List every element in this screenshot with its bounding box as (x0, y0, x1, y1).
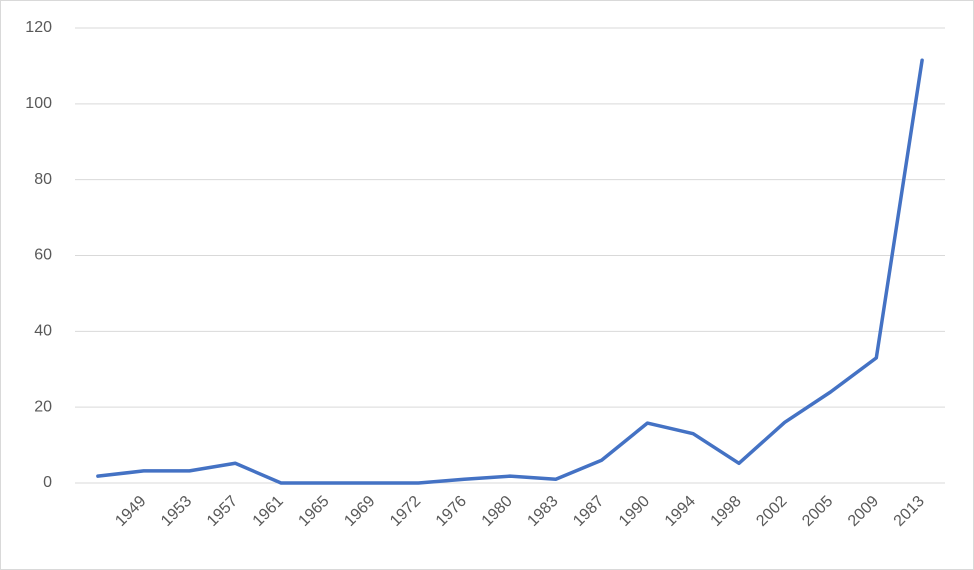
y-tick-label: 0 (43, 474, 52, 491)
y-tick-label: 20 (34, 398, 52, 415)
y-tick-label: 40 (34, 323, 52, 340)
y-tick-label: 60 (34, 247, 52, 264)
data-line (96, 58, 924, 485)
y-tick-label: 120 (25, 19, 52, 36)
y-tick-label: 80 (34, 171, 52, 188)
y-tick-label: 100 (25, 95, 52, 112)
